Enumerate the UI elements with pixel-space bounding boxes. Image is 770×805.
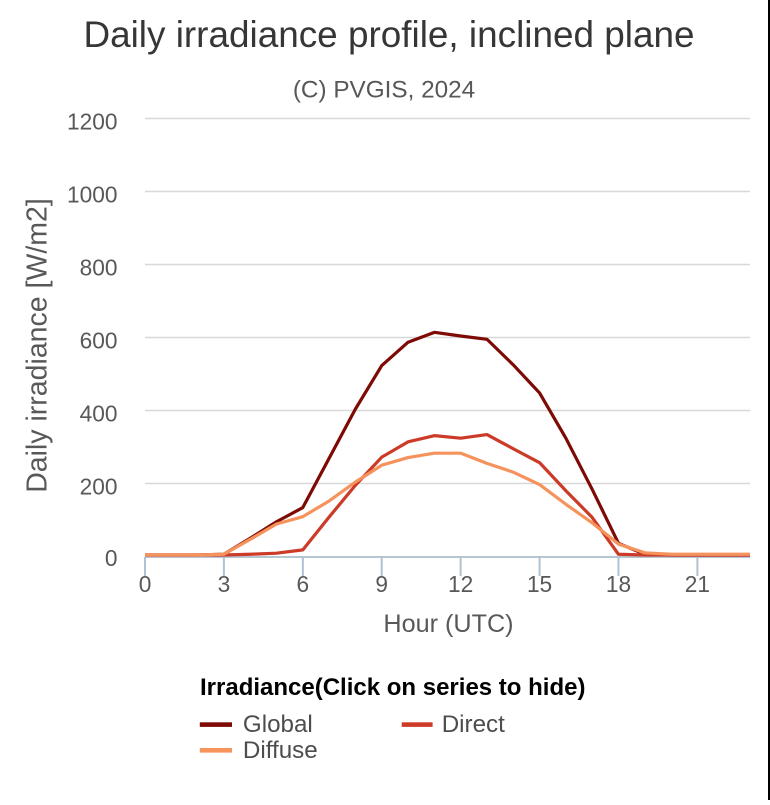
svg-text:0: 0 [105,545,118,571]
svg-text:Daily irradiance profile, incl: Daily irradiance profile, inclined plane [83,14,694,55]
svg-text:200: 200 [80,474,118,500]
svg-text:Daily irradiance [W/m2]: Daily irradiance [W/m2] [21,198,53,493]
svg-text:Irradiance(Click on series to: Irradiance(Click on series to hide) [200,674,585,701]
svg-text:1200: 1200 [67,109,117,135]
svg-text:15: 15 [527,571,552,597]
svg-text:400: 400 [80,401,118,427]
svg-text:9: 9 [375,571,388,597]
svg-text:1000: 1000 [67,182,117,208]
svg-text:6: 6 [297,571,310,597]
svg-text:Global: Global [243,711,313,738]
svg-text:Direct: Direct [442,711,505,738]
svg-text:Hour (UTC): Hour (UTC) [383,610,513,638]
svg-text:800: 800 [80,255,118,281]
svg-text:3: 3 [218,571,231,597]
svg-text:0: 0 [139,571,152,597]
svg-text:21: 21 [685,571,710,597]
svg-text:18: 18 [606,571,631,597]
svg-text:Diffuse: Diffuse [243,737,318,764]
svg-text:(C) PVGIS, 2024: (C) PVGIS, 2024 [293,76,475,103]
svg-text:12: 12 [448,571,473,597]
svg-text:600: 600 [80,328,118,354]
